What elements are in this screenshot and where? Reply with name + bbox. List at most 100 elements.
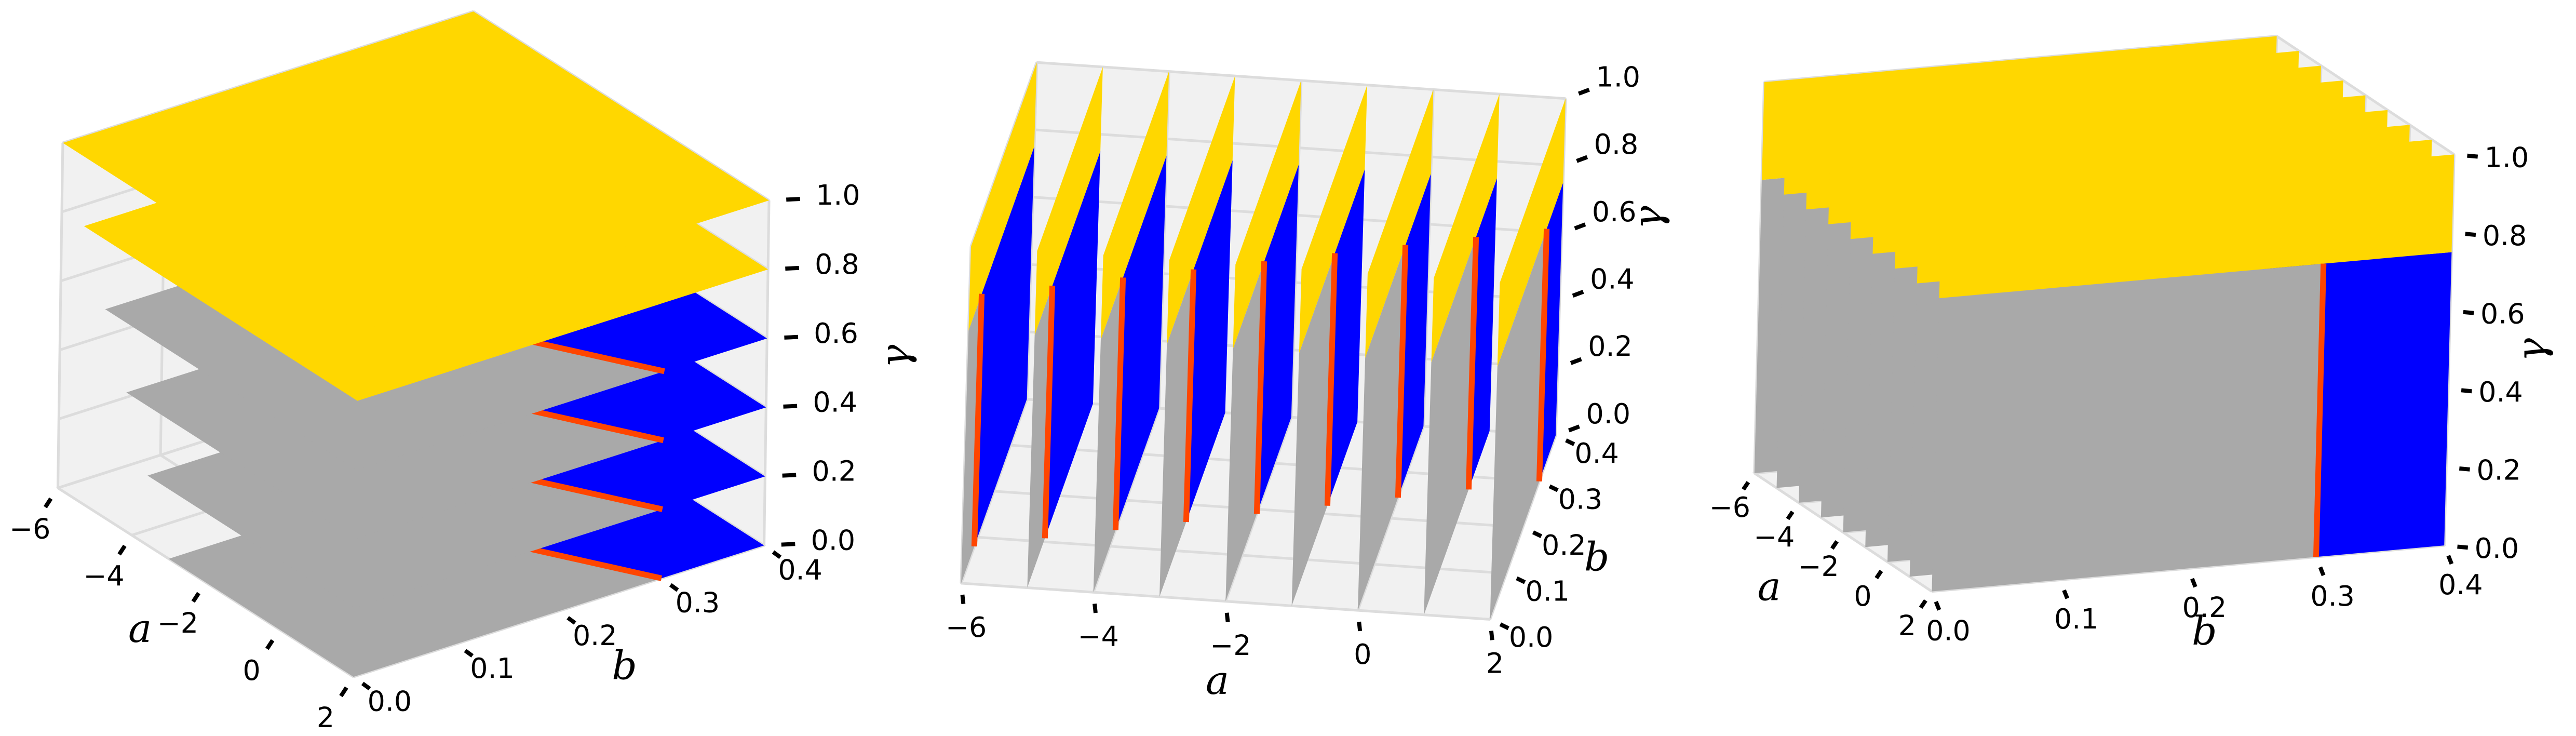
tick-mark [1577,87,1590,96]
y-tick-label: 0.1 [1525,574,1570,607]
slice [1431,94,1500,363]
tick-mark [191,592,200,603]
tick-mark [1919,599,1927,609]
slice [1424,237,1476,615]
boundary [1536,229,1550,481]
slice [1357,245,1406,611]
z-tick-label: 0.0 [2475,532,2519,565]
tick-mark [1934,600,1941,611]
tick-mark [1548,484,1559,492]
slice [1490,229,1547,620]
slice [1045,151,1101,539]
axis-label: b [1584,534,1610,580]
tick-mark [960,594,966,605]
boundary [1183,269,1197,523]
x-tick-label: 0 [243,654,261,687]
z-tick-label: 0.4 [1590,263,1635,296]
axis-label: γ [872,344,918,368]
tick-mark [361,681,371,691]
slice [1539,182,1563,481]
slice [1115,155,1167,530]
y-tick-label: 0.4 [2438,568,2483,601]
tick-mark [1565,438,1575,446]
tick-mark [2190,578,2197,588]
grid-line [2276,35,2455,156]
slice [1365,89,1434,358]
y-tick-label: 0.2 [2182,591,2227,624]
tick-mark [772,550,782,559]
z-tick-label: 0.2 [2476,454,2521,487]
slice [1233,80,1301,349]
slice [1100,71,1169,340]
y-tick-label: 0.3 [1558,483,1603,515]
y-tick-label: 0.4 [1574,437,1619,470]
y-tick-label: 0.0 [368,685,412,717]
tick-mark [2459,466,2470,472]
x-tick-label: −2 [1210,629,1251,662]
grid-line [762,200,771,546]
x-tick-label: −2 [157,607,198,639]
tick-mark [2318,566,2326,577]
boundary [1042,285,1056,539]
z-tick-label: 0.0 [1586,397,1631,430]
x-tick-label: −6 [1709,491,1750,524]
y-tick-label: 0.4 [778,553,822,586]
tick-mark [1786,511,1795,520]
tick-mark [2461,388,2472,394]
slice [1225,261,1264,601]
tick-mark [1224,612,1230,622]
slice [1291,253,1335,606]
x-tick-label: 2 [1898,609,1916,642]
y-tick-label: 0.0 [1509,621,1554,653]
z-tick-label: 0.6 [2480,298,2525,330]
tick-mark [2457,544,2469,550]
z-tick-label: 0.0 [811,524,856,556]
grid-line [56,143,64,488]
boundary [1395,245,1409,498]
tick-mark [117,544,127,556]
y-tick-label: 0.2 [573,619,617,652]
z-tick-label: 0.8 [2483,219,2527,252]
x-tick-label: −4 [83,559,124,592]
y-tick-label: 0.3 [2310,580,2355,612]
tick-mark [1516,576,1526,584]
tick-mark [2465,232,2476,237]
boundary [2313,263,2327,557]
tick-mark [1574,222,1586,231]
y-tick-label: 0.1 [2054,603,2099,635]
z-tick-label: 0.2 [812,455,857,488]
tick-mark [1570,357,1582,365]
slice [961,293,982,583]
tick-mark [1499,622,1509,631]
tick-mark [2467,153,2478,159]
tick-mark [2463,310,2474,315]
tick-mark [669,583,679,592]
x-tick-label: −4 [1078,620,1119,652]
tick-mark [2446,555,2454,565]
tick-mark [1093,603,1098,613]
slice [1497,98,1566,367]
y-tick-label: 0.1 [470,652,515,685]
tick-mark [783,404,798,409]
x-tick-label: −4 [1754,520,1795,553]
axis-label: a [1758,564,1781,609]
tick-mark [567,616,576,625]
slice [968,62,1037,331]
x-tick-label: −6 [946,611,987,644]
tick-mark [1742,481,1750,491]
slice [1034,66,1103,336]
y-tick-label: 0.3 [676,586,720,619]
tick-mark [1532,530,1543,538]
x-tick-label: 0 [1854,580,1871,612]
slice [1027,286,1053,588]
z-tick-label: 0.2 [1588,330,1633,363]
tick-mark [1572,290,1584,298]
tick-mark [265,639,275,650]
tick-mark [1568,424,1580,433]
x-tick-label: 2 [317,701,334,734]
z-tick-label: 0.6 [814,317,858,350]
x-tick-label: −2 [1798,550,1839,583]
